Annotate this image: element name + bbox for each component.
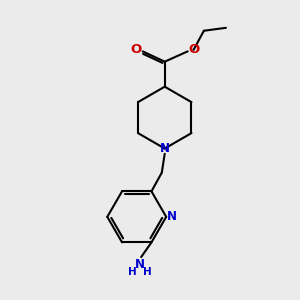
Text: N: N xyxy=(135,258,145,271)
Text: N: N xyxy=(167,210,176,223)
Text: N: N xyxy=(160,142,170,155)
Text: O: O xyxy=(130,44,142,56)
Text: H: H xyxy=(128,267,137,277)
Text: O: O xyxy=(188,44,199,56)
Text: H: H xyxy=(143,267,152,277)
